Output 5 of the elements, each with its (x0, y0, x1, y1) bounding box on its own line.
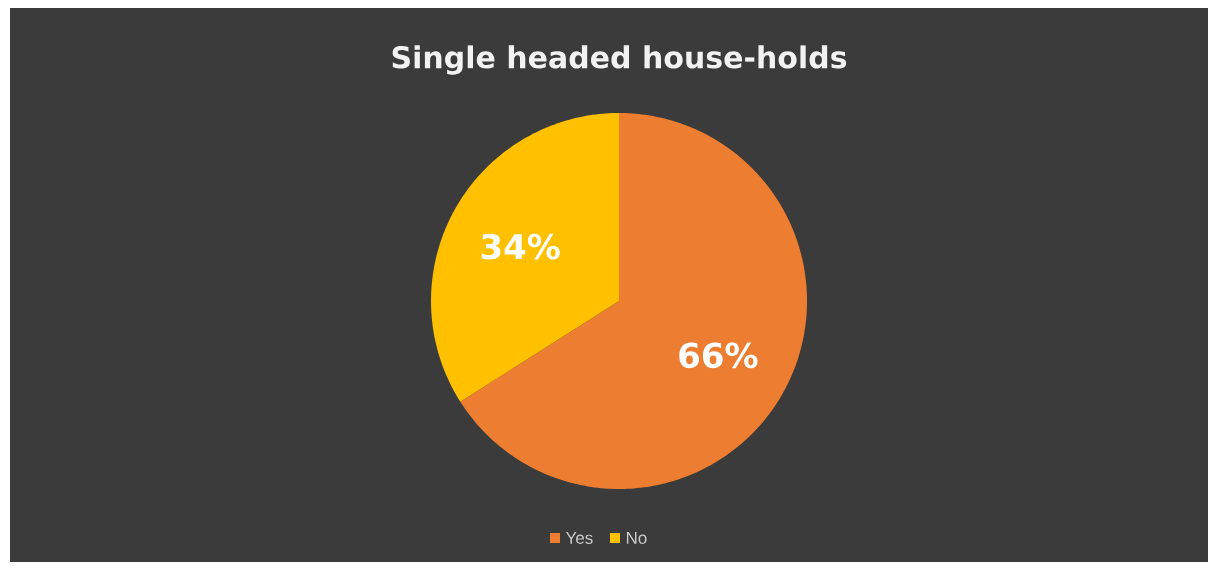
data-label: 34% (481, 233, 560, 260)
chart-title: Single headed house-holds (392, 45, 847, 75)
legend-label: Yes (565, 532, 593, 544)
data-label: 66% (679, 342, 758, 369)
legend-label: No (626, 532, 647, 544)
